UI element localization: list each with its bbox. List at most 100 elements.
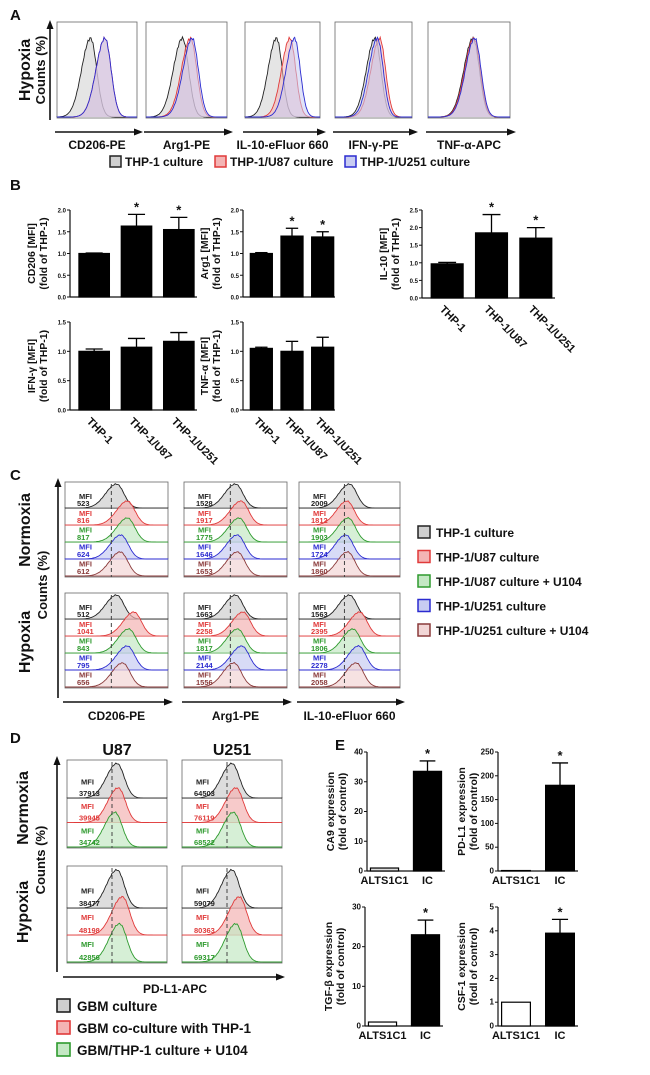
mfi-value: 80363: [194, 926, 215, 935]
significance-star: *: [557, 748, 563, 763]
bar-chart-7: [362, 906, 443, 1027]
mfi-value: 1817: [196, 644, 213, 653]
mfi-label: MFI: [79, 637, 92, 646]
y-tick-label: 1.5: [58, 321, 67, 327]
y-axis-label: Arg1 [MFI]: [199, 228, 211, 280]
bar: [249, 252, 273, 298]
histogram-trace-u251: [57, 36, 137, 118]
significance-star: *: [176, 202, 182, 217]
y-tick-label: 1.5: [231, 321, 240, 327]
x-axis-label-d: PD-L1-APC: [143, 982, 207, 996]
mfi-value: 59079: [194, 899, 215, 908]
y-tick-label: 2: [490, 974, 495, 983]
x-axis-arrow-c-head: [283, 698, 292, 706]
category-label: ALTS1C1: [358, 1030, 406, 1042]
bar: [120, 225, 153, 298]
category-label: THP-1/U251: [169, 416, 221, 468]
mfi-value: 523: [77, 499, 90, 508]
legend-label: THP-1 culture: [125, 155, 203, 169]
y-tick-label: 0.5: [231, 379, 240, 385]
mfi-value: 1646: [196, 550, 213, 559]
y-axis-label: (fold of THP-1): [390, 218, 402, 290]
y-tick-label: 1.0: [410, 261, 419, 267]
x-axis-arrow-a-3-head: [409, 128, 418, 136]
y-tick-label: 0.0: [231, 296, 240, 302]
panel-label-E: E: [335, 737, 345, 754]
mfi-value: 1903: [311, 533, 328, 542]
y-tick-label: 0.0: [231, 409, 240, 415]
bar: [162, 340, 195, 411]
condition-label-hypoxia: Hypoxia: [17, 611, 34, 673]
legend-label: THP-1/U251 culture: [360, 155, 470, 169]
y-tick-label: 0: [357, 1022, 362, 1031]
legend-label: THP-1/U251 culture: [436, 600, 546, 614]
y-axis-label: TGF-β expression: [323, 922, 335, 1011]
histogram-trace-u251: [335, 36, 412, 118]
mfi-label: MFI: [198, 509, 211, 518]
mfi-label: MFI: [81, 778, 94, 787]
y-tick-label: 1: [490, 998, 495, 1007]
mfi-value: 2278: [311, 661, 328, 670]
panel-label-B: B: [10, 177, 21, 194]
mfi-value: 1860: [311, 567, 328, 576]
mfi-label: MFI: [198, 654, 211, 663]
mfi-label: MFI: [313, 620, 326, 629]
x-axis-arrow-a-2-head: [317, 128, 326, 136]
legend-label: THP-1/U87 culture + U104: [436, 575, 582, 589]
condition-label-hypoxia: Hypoxia: [15, 881, 32, 943]
y-tick-label: 10: [352, 982, 361, 991]
panel-label-A: A: [10, 7, 21, 24]
y-tick-label: 0.0: [58, 409, 67, 415]
bar: [410, 934, 441, 1027]
y-tick-label: 1.5: [58, 230, 67, 236]
mfi-label: MFI: [313, 637, 326, 646]
mfi-label: MFI: [81, 913, 94, 922]
mfi-value: 48198: [79, 926, 100, 935]
y-axis-label-a: Counts (%): [33, 36, 48, 105]
y-axis-label-d: Counts (%): [33, 826, 48, 895]
bar: [162, 228, 195, 298]
y-axis-label: CA9 expression: [325, 772, 337, 851]
x-axis-label-a: CD206-PE: [68, 138, 125, 152]
mfi-value: 1724: [311, 550, 329, 559]
bar: [501, 1001, 532, 1027]
y-tick-label: 2.0: [410, 226, 419, 232]
histogram-trace-u251: [146, 37, 227, 118]
mfi-label: MFI: [198, 543, 211, 552]
mfi-value: 76119: [194, 814, 214, 823]
x-axis-label-a: IL-10-eFluor 660: [236, 138, 328, 152]
legend-label: GBM/THP-1 culture + U104: [77, 1043, 248, 1058]
significance-star: *: [533, 213, 539, 228]
legend-label: THP-1/U251 culture + U104: [436, 624, 589, 638]
column-title: U251: [213, 742, 251, 759]
y-axis-arrow-d-head: [53, 756, 61, 765]
mfi-value: 816: [77, 516, 90, 525]
legend-label: THP-1/U87 culture: [230, 155, 334, 169]
legend-swatch-thp1: [417, 525, 431, 539]
y-tick-label: 4: [490, 926, 495, 935]
mfi-label: MFI: [79, 526, 92, 535]
mfi-label: MFI: [313, 526, 326, 535]
legend-label: THP-1 culture: [436, 526, 514, 540]
bar-chart-8: [495, 906, 578, 1027]
legend-swatch-u251_u104: [417, 623, 431, 637]
panel-label-D: D: [10, 730, 21, 747]
bar: [544, 784, 575, 872]
mfi-label: MFI: [198, 492, 211, 501]
y-axis-arrow-a-head: [46, 20, 54, 29]
x-axis-label-c: CD206-PE: [88, 709, 145, 723]
bar-chart-4: [240, 321, 335, 411]
y-axis-label: (fold of THP-1): [211, 330, 223, 402]
mfi-label: MFI: [198, 620, 211, 629]
y-tick-label: 1.5: [231, 230, 240, 236]
y-tick-label: 1.0: [231, 252, 240, 258]
y-axis-label: CSF-1 expression: [456, 922, 468, 1011]
mfi-label: MFI: [313, 654, 326, 663]
category-label: ALTS1C1: [492, 1030, 540, 1042]
significance-star: *: [557, 904, 563, 919]
y-tick-label: 0: [359, 867, 364, 876]
bar: [280, 235, 304, 298]
bar: [280, 350, 304, 411]
mfi-value: 2058: [311, 678, 328, 687]
